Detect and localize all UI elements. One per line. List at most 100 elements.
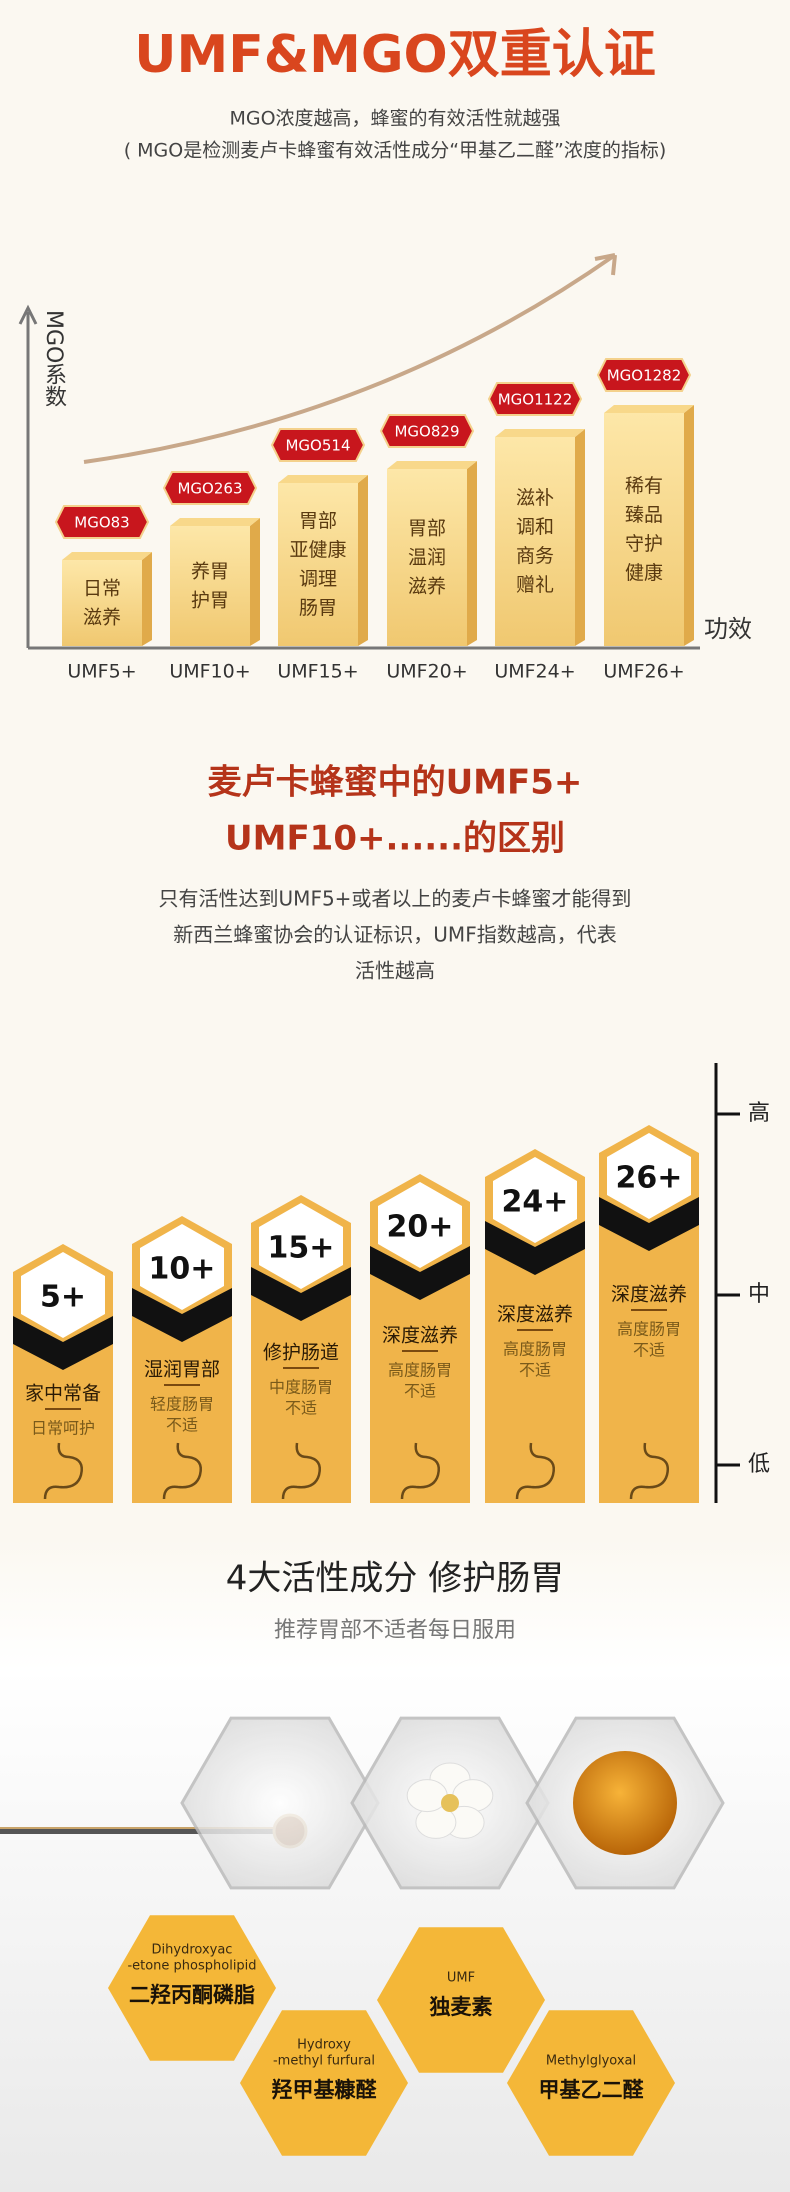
- chevron: [13, 1316, 113, 1370]
- ingredient-english: Methylglyoxal: [546, 2054, 636, 2069]
- trend-arrow-head: [594, 253, 617, 276]
- column-note: 不适: [285, 1399, 317, 1418]
- mgo-badge-label: MGO1282: [607, 367, 682, 385]
- x-axis-label: 功效: [704, 615, 752, 643]
- ingredient-english: -etone phospholipid: [127, 1959, 256, 1974]
- bar-text: 日常: [83, 578, 121, 600]
- mgo-badge: [379, 414, 475, 448]
- honeycomb: [573, 1751, 677, 1855]
- column-note: 不适: [519, 1361, 551, 1380]
- bar: [278, 483, 358, 646]
- bar-side: [358, 475, 368, 646]
- subtitle: ( MGO是检测麦卢卡蜂蜜有效活性成分“甲基乙二醛”浓度的指标): [124, 140, 667, 162]
- column-note: 高度肠胃: [503, 1340, 567, 1359]
- ingredient-english: Hydroxy: [297, 2038, 351, 2053]
- grade: 24+: [502, 1185, 569, 1220]
- column-title: 深度滋养: [382, 1325, 458, 1347]
- bar-side: [684, 405, 694, 646]
- bar-top: [62, 552, 152, 560]
- bar-top: [278, 475, 368, 483]
- bar-text: 滋养: [83, 607, 121, 629]
- mgo-badge-label: MGO1122: [498, 391, 573, 409]
- ingredient-hexagon: [377, 1927, 545, 2073]
- mgo-badge-label: MGO829: [394, 423, 459, 441]
- grade-label: UMF15+: [277, 661, 358, 683]
- trend-arrow: [83, 253, 617, 464]
- column-note: 高度肠胃: [617, 1320, 681, 1339]
- flower-petal: [406, 1779, 448, 1813]
- section-heading: UMF10+......的区别: [225, 819, 565, 859]
- grade-label: UMF20+: [386, 661, 467, 683]
- column-note: 中度肠胃: [269, 1378, 333, 1397]
- bar-text: 肠胃: [299, 597, 337, 619]
- bar-text: 稀有: [625, 475, 663, 497]
- bar-text: 调理: [299, 568, 337, 590]
- mgo-badge-label: MGO263: [177, 480, 242, 498]
- body-text: 只有活性达到UMF5+或者以上的麦卢卡蜂蜜才能得到: [159, 887, 632, 911]
- column-title: 修护肠道: [263, 1342, 339, 1364]
- grade-hex: [493, 1157, 577, 1243]
- y-axis-arrow: [18, 304, 38, 325]
- level-label: 高: [748, 1101, 770, 1126]
- bar-text: 守护: [625, 533, 663, 555]
- bar-text: 胃部: [408, 518, 446, 540]
- grade-hex: [378, 1182, 462, 1268]
- grade: 10+: [149, 1252, 216, 1287]
- bar-text: 胃部: [299, 510, 337, 532]
- glass-hexagon: [180, 1716, 380, 1890]
- ingredient-name: 独麦素: [430, 1995, 493, 2019]
- grade: 20+: [387, 1210, 454, 1245]
- grade-hex: [259, 1203, 343, 1289]
- mgo-badge: [54, 505, 150, 539]
- ingredient-hexagon: [108, 1915, 276, 2061]
- mgo-badge: [162, 471, 258, 505]
- flower-center: [441, 1794, 459, 1812]
- chevron: [599, 1197, 699, 1251]
- chevron: [251, 1267, 351, 1321]
- bar-text: 健康: [625, 562, 663, 584]
- ingredient-english: -methyl furfural: [273, 2054, 375, 2069]
- chevron: [485, 1221, 585, 1275]
- ingredient-hexagon: [507, 2010, 675, 2156]
- grade-label: UMF26+: [603, 661, 684, 683]
- level-label: 中: [748, 1282, 770, 1307]
- bar-top: [604, 405, 694, 413]
- column-note: 不适: [633, 1341, 665, 1360]
- grade: 15+: [268, 1231, 335, 1266]
- bar-side: [142, 552, 152, 646]
- grade-hex: [140, 1224, 224, 1310]
- ingredient-name: 甲基乙二醛: [539, 2078, 645, 2102]
- bar-text: 亚健康: [289, 539, 346, 561]
- bar: [495, 437, 575, 646]
- ingredient-english: UMF: [447, 1971, 475, 1986]
- bar-top: [387, 461, 477, 469]
- bar: [387, 469, 467, 646]
- mgo-badge-label: MGO514: [285, 437, 350, 455]
- bar-text: 调和: [516, 516, 554, 538]
- ingredient-english: Dihydroxyac: [152, 1943, 233, 1958]
- grade: 5+: [40, 1280, 86, 1315]
- body-text: 新西兰蜂蜜协会的认证标识，UMF指数越高，代表: [173, 923, 616, 947]
- mgo-badge-label: MGO83: [74, 514, 129, 532]
- grade-label: UMF24+: [494, 661, 575, 683]
- stomach-icon: [162, 1442, 202, 1500]
- bar: [170, 526, 250, 646]
- bar-side: [575, 429, 585, 646]
- section-heading: 麦卢卡蜂蜜中的UMF5+: [208, 763, 583, 803]
- column-note: 轻度肠胃: [150, 1395, 214, 1414]
- bar-side: [250, 518, 260, 646]
- section-heading: 4大活性成分 修护肠胃: [226, 1559, 564, 1599]
- grade-label: UMF5+: [67, 661, 136, 683]
- column-title: 深度滋养: [611, 1284, 687, 1306]
- stomach-icon: [43, 1442, 83, 1500]
- mgo-badge: [270, 428, 366, 462]
- ingredient-hexagon: [240, 2010, 408, 2156]
- bar: [604, 413, 684, 646]
- section-subtitle: 推荐胃部不适者每日服用: [274, 1618, 516, 1643]
- column: [370, 1174, 470, 1503]
- bar-text: 温润: [408, 547, 446, 569]
- bar-text: 养胃: [191, 561, 229, 583]
- bar-text: 商务: [516, 545, 554, 567]
